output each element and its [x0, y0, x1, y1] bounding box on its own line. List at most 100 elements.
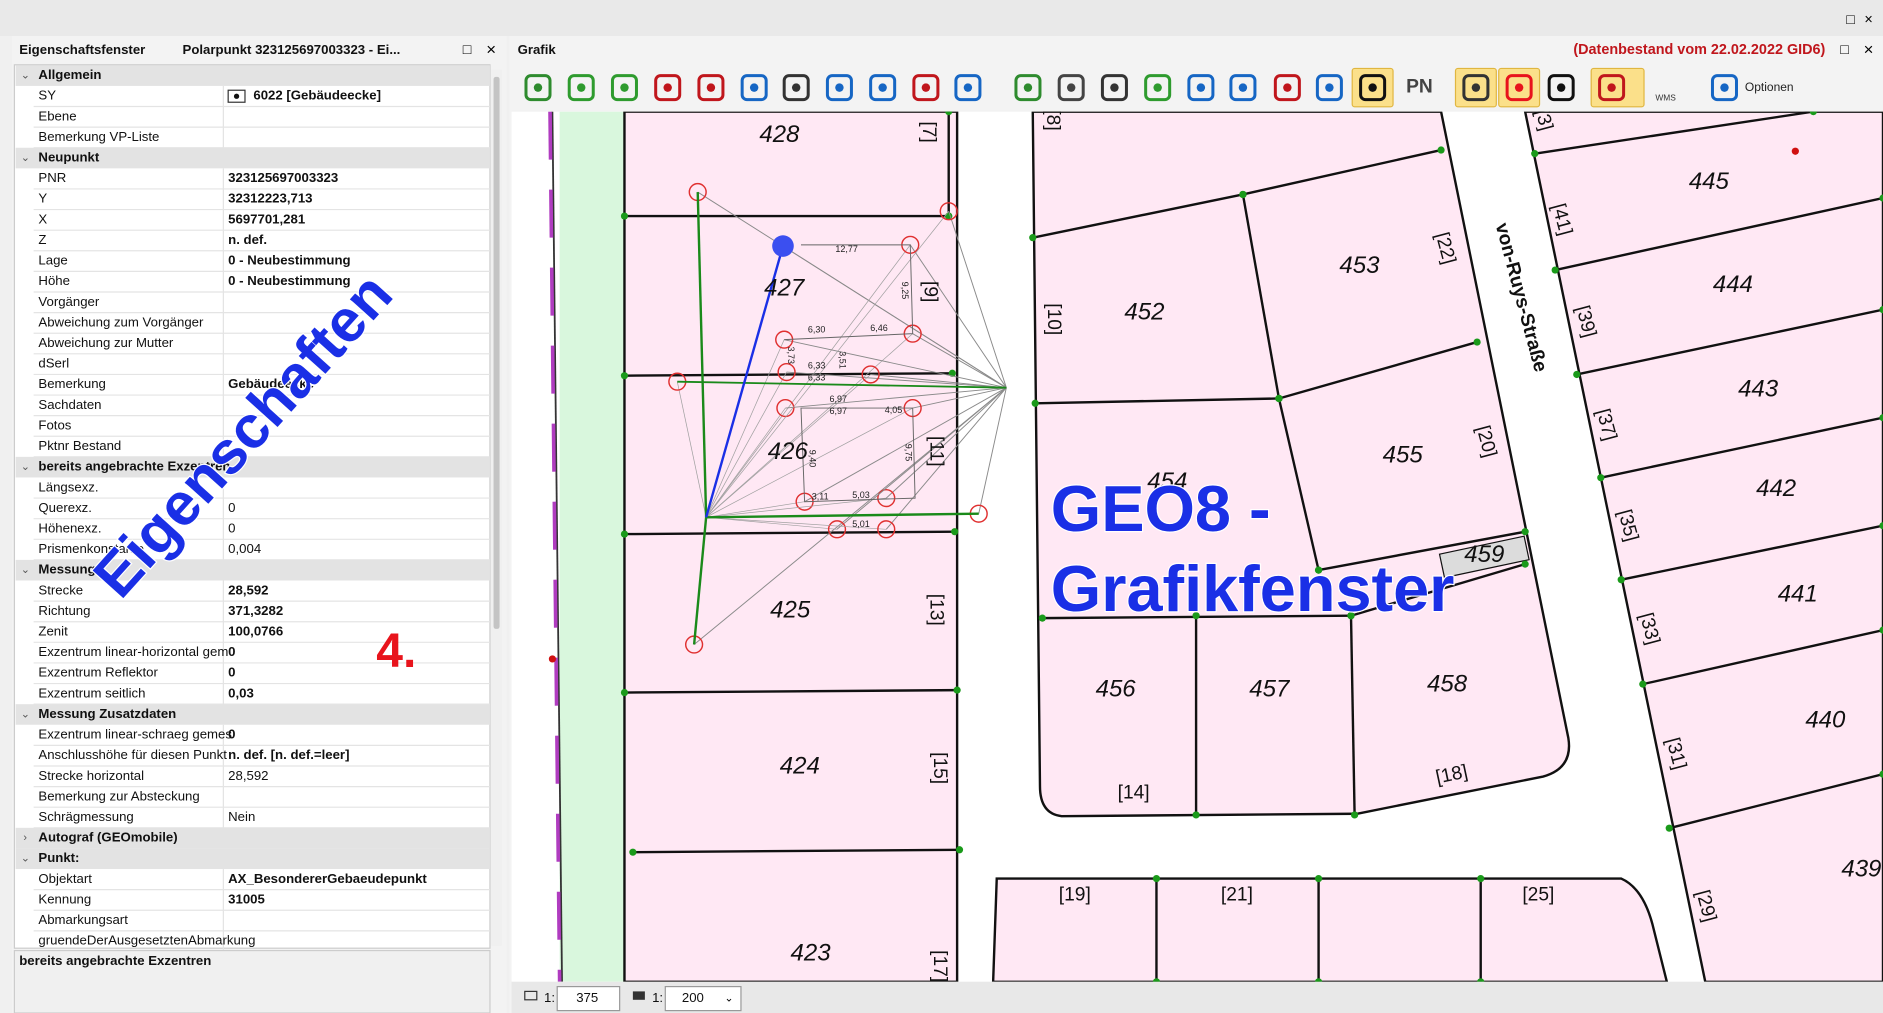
measurement-label: 6,33	[808, 360, 826, 370]
property-value[interactable]: Nein	[228, 809, 255, 824]
annotation-window-1: GEO8 -	[1051, 472, 1271, 545]
property-label: Exzentrum linear-schraeg gemes	[38, 727, 232, 742]
measurement-label: 6,33	[808, 372, 826, 382]
property-value[interactable]: 0,004	[228, 541, 261, 556]
toolbar-glyph	[1515, 83, 1523, 91]
property-label: Richtung	[38, 603, 90, 618]
parcel-number: 444	[1713, 271, 1753, 298]
property-value[interactable]: n. def.	[228, 232, 267, 247]
toolbar-pn[interactable]: PN	[1406, 77, 1433, 98]
house-number: [7]	[918, 121, 939, 142]
boundary-point	[1666, 825, 1673, 832]
property-label: Pktnr Bestand	[38, 438, 121, 453]
toolbar-glyph	[1153, 83, 1161, 91]
toolbar-glyph	[922, 83, 930, 91]
property-value[interactable]: 0 - Neubestimmung	[228, 253, 350, 268]
property-value[interactable]: 0	[228, 665, 235, 680]
boundary-point	[951, 528, 958, 535]
parcel-number: 457	[1249, 675, 1291, 702]
property-value[interactable]: 371,3282	[228, 603, 283, 618]
property-value[interactable]: AX_BesondererGebaeudepunkt	[228, 871, 427, 886]
property-label: Objektart	[38, 871, 92, 886]
parcel-number: 441	[1778, 581, 1818, 608]
scroll-thumb[interactable]	[494, 77, 500, 629]
house-number: [21]	[1221, 884, 1253, 905]
property-label: Bemerkung	[38, 376, 105, 391]
boundary-point	[1473, 338, 1480, 345]
property-label: Schrägmessung	[38, 809, 133, 824]
measurement-label: 6,97	[829, 394, 847, 404]
property-value[interactable]: 28,592	[228, 768, 268, 783]
parcel-number: 453	[1339, 252, 1380, 279]
property-label: Anschlusshöhe für diesen Punkt	[38, 747, 227, 762]
property-label: Vorgänger	[38, 294, 99, 309]
selected-point	[772, 235, 794, 257]
boundary-point	[1275, 395, 1282, 402]
group-header[interactable]	[16, 848, 490, 869]
property-value[interactable]: n. def. [n. def.=leer]	[228, 747, 349, 762]
parcel-number: 425	[770, 596, 811, 623]
property-label: Bemerkung zur Absteckung	[38, 788, 199, 803]
measurement-label: 6,46	[870, 323, 888, 333]
property-value[interactable]: 0	[228, 520, 235, 535]
toolbar-glyph	[1557, 83, 1565, 91]
toolbar-glyph	[878, 83, 886, 91]
parcel-number: 423	[791, 940, 832, 967]
measurement-label: 3,73	[786, 347, 796, 365]
boundary-point	[621, 531, 628, 538]
graphic-close[interactable]: ×	[1864, 40, 1874, 59]
property-label: Y	[38, 191, 47, 206]
toolbar-glyph	[577, 83, 585, 91]
group-title: Messung Zusatzdaten	[38, 706, 176, 721]
group-title: Allgemein	[38, 67, 101, 82]
group-title: Punkt:	[38, 850, 79, 865]
property-label: X	[38, 211, 47, 226]
property-value[interactable]: 0,03	[228, 685, 254, 700]
boundary-point	[1552, 266, 1559, 273]
property-value[interactable]: 6022 [Gebäudeecke]	[253, 88, 381, 103]
property-value[interactable]: 32312223,713	[228, 191, 312, 206]
window-close[interactable]: ×	[1864, 12, 1872, 28]
property-value[interactable]: 0	[228, 500, 235, 515]
boundary-point	[1531, 150, 1538, 157]
toolbar-glyph	[1067, 83, 1075, 91]
measurement-label: 5,03	[852, 490, 870, 500]
toolbar-wms[interactable]: WMS	[1655, 93, 1676, 103]
property-value[interactable]: 0	[228, 727, 235, 742]
property-label: Bemerkung VP-Liste	[38, 129, 159, 144]
marker	[549, 655, 556, 662]
toolbar-options[interactable]: Optionen	[1745, 80, 1794, 94]
panel-title: Eigenschaftsfenster	[19, 42, 145, 57]
property-value[interactable]: 5697701,281	[228, 211, 305, 226]
property-label: Abweichung zur Mutter	[38, 335, 174, 350]
property-value[interactable]: 323125697003323	[228, 170, 338, 185]
property-label: Abweichung zum Vorgänger	[38, 314, 204, 329]
property-value[interactable]: 31005	[228, 891, 265, 906]
property-value[interactable]: 100,0766	[228, 624, 283, 639]
panel-close[interactable]: ×	[486, 40, 496, 59]
parcel-number: 426	[768, 438, 809, 465]
panel-maximize[interactable]: □	[463, 42, 472, 58]
boundary-point	[1477, 875, 1484, 882]
boundary-point	[621, 372, 628, 379]
group-title: Autograf (GEOmobile)	[38, 830, 177, 845]
property-label: SY	[38, 88, 56, 103]
boundary-point	[1351, 811, 1358, 818]
house-number: [15]	[929, 752, 950, 784]
boundary-point	[629, 849, 636, 856]
house-number: [10]	[1043, 303, 1064, 335]
boundary-point	[621, 689, 628, 696]
graphic-maximize[interactable]: □	[1840, 42, 1849, 58]
house-number: [11]	[925, 436, 946, 467]
house-number: [25]	[1522, 884, 1554, 905]
block-bottom	[993, 879, 1667, 982]
measurement-label: 9,75	[903, 444, 913, 462]
print-scale: 200	[682, 990, 704, 1005]
measurement-label: 6,97	[829, 406, 847, 416]
measurement-label: 3,51	[837, 351, 847, 369]
property-value[interactable]: 28,592	[228, 582, 268, 597]
screen: □ × Eigenschaftsfenster Polarpunkt 32312…	[0, 0, 1883, 1013]
window-maximize[interactable]: □	[1846, 12, 1855, 28]
property-value[interactable]: 0	[228, 644, 235, 659]
